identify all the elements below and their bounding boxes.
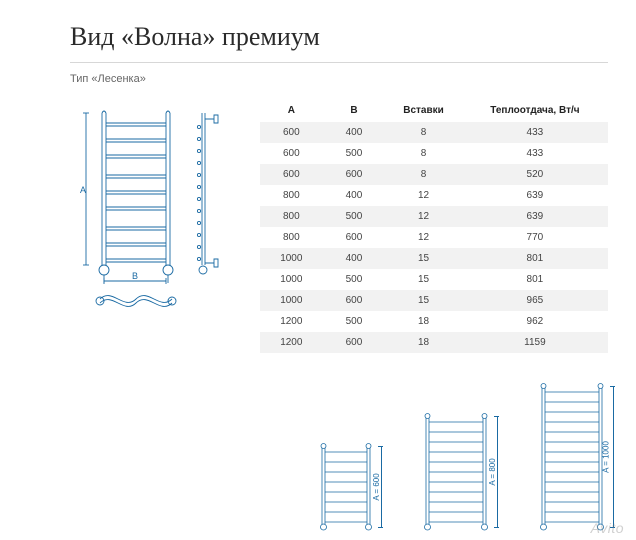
table-cell: 15 [385,248,462,269]
table-cell: 801 [462,248,608,269]
table-cell: 8 [385,143,462,164]
table-cell: 15 [385,269,462,290]
table-cell: 12 [385,206,462,227]
table-cell: 600 [260,164,323,185]
table-row: 100040015801 [260,248,608,269]
table-row: 6006008520 [260,164,608,185]
table-cell: 1000 [260,248,323,269]
table-row: 6005008433 [260,143,608,164]
table-cell: 520 [462,164,608,185]
table-cell: 8 [385,164,462,185]
table-cell: 1000 [260,269,323,290]
table-cell: 800 [260,185,323,206]
table-cell: 770 [462,227,608,248]
table-row: 120050018962 [260,311,608,332]
dim-label-b: B [132,271,138,281]
table-cell: 965 [462,290,608,311]
table-cell: 500 [323,311,386,332]
page-title: Вид «Волна» премиум [70,22,608,63]
table-cell: 1200 [260,332,323,353]
table-cell: 1159 [462,332,608,353]
table-cell: 15 [385,290,462,311]
spec-table: ABВставкиТеплоотдача, Вт/ч 6004008433600… [260,99,608,353]
table-cell: 400 [323,248,386,269]
page-subtitle: Тип «Лесенка» [70,73,608,85]
size-label: A = 600 [372,473,381,500]
table-cell: 600 [260,122,323,143]
size-variant: A = 800 [420,412,492,532]
table-row: 80050012639 [260,206,608,227]
dim-label-a: A [80,185,86,195]
table-cell: 639 [462,206,608,227]
table-cell: 18 [385,311,462,332]
size-variant: A = 600 [316,442,376,532]
table-cell: 500 [323,143,386,164]
table-cell: 801 [462,269,608,290]
table-cell: 500 [323,269,386,290]
table-cell: 800 [260,206,323,227]
table-cell: 433 [462,143,608,164]
table-cell: 400 [323,122,386,143]
table-header: B [323,99,386,122]
size-variant: A = 1000 [536,382,608,532]
size-variants: A = 600 A = 800 A = 1000 [316,382,608,532]
size-label: A = 1000 [602,441,611,473]
watermark: Avito [591,520,624,536]
table-cell: 433 [462,122,608,143]
table-row: 100050015801 [260,269,608,290]
table-cell: 600 [323,332,386,353]
table-cell: 400 [323,185,386,206]
table-cell: 1200 [260,311,323,332]
table-header: A [260,99,323,122]
main-diagram: A B [70,99,240,319]
table-row: 80060012770 [260,227,608,248]
table-cell: 600 [323,290,386,311]
table-row: 80040012639 [260,185,608,206]
size-label: A = 800 [488,458,497,485]
table-cell: 12 [385,185,462,206]
table-cell: 600 [323,227,386,248]
table-cell: 639 [462,185,608,206]
table-row: 100060015965 [260,290,608,311]
table-header: Вставки [385,99,462,122]
table-cell: 1000 [260,290,323,311]
table-cell: 800 [260,227,323,248]
table-row: 1200600181159 [260,332,608,353]
table-cell: 962 [462,311,608,332]
table-cell: 600 [323,164,386,185]
table-cell: 12 [385,227,462,248]
table-cell: 8 [385,122,462,143]
table-header: Теплоотдача, Вт/ч [462,99,608,122]
table-row: 6004008433 [260,122,608,143]
table-cell: 18 [385,332,462,353]
table-cell: 600 [260,143,323,164]
table-cell: 500 [323,206,386,227]
